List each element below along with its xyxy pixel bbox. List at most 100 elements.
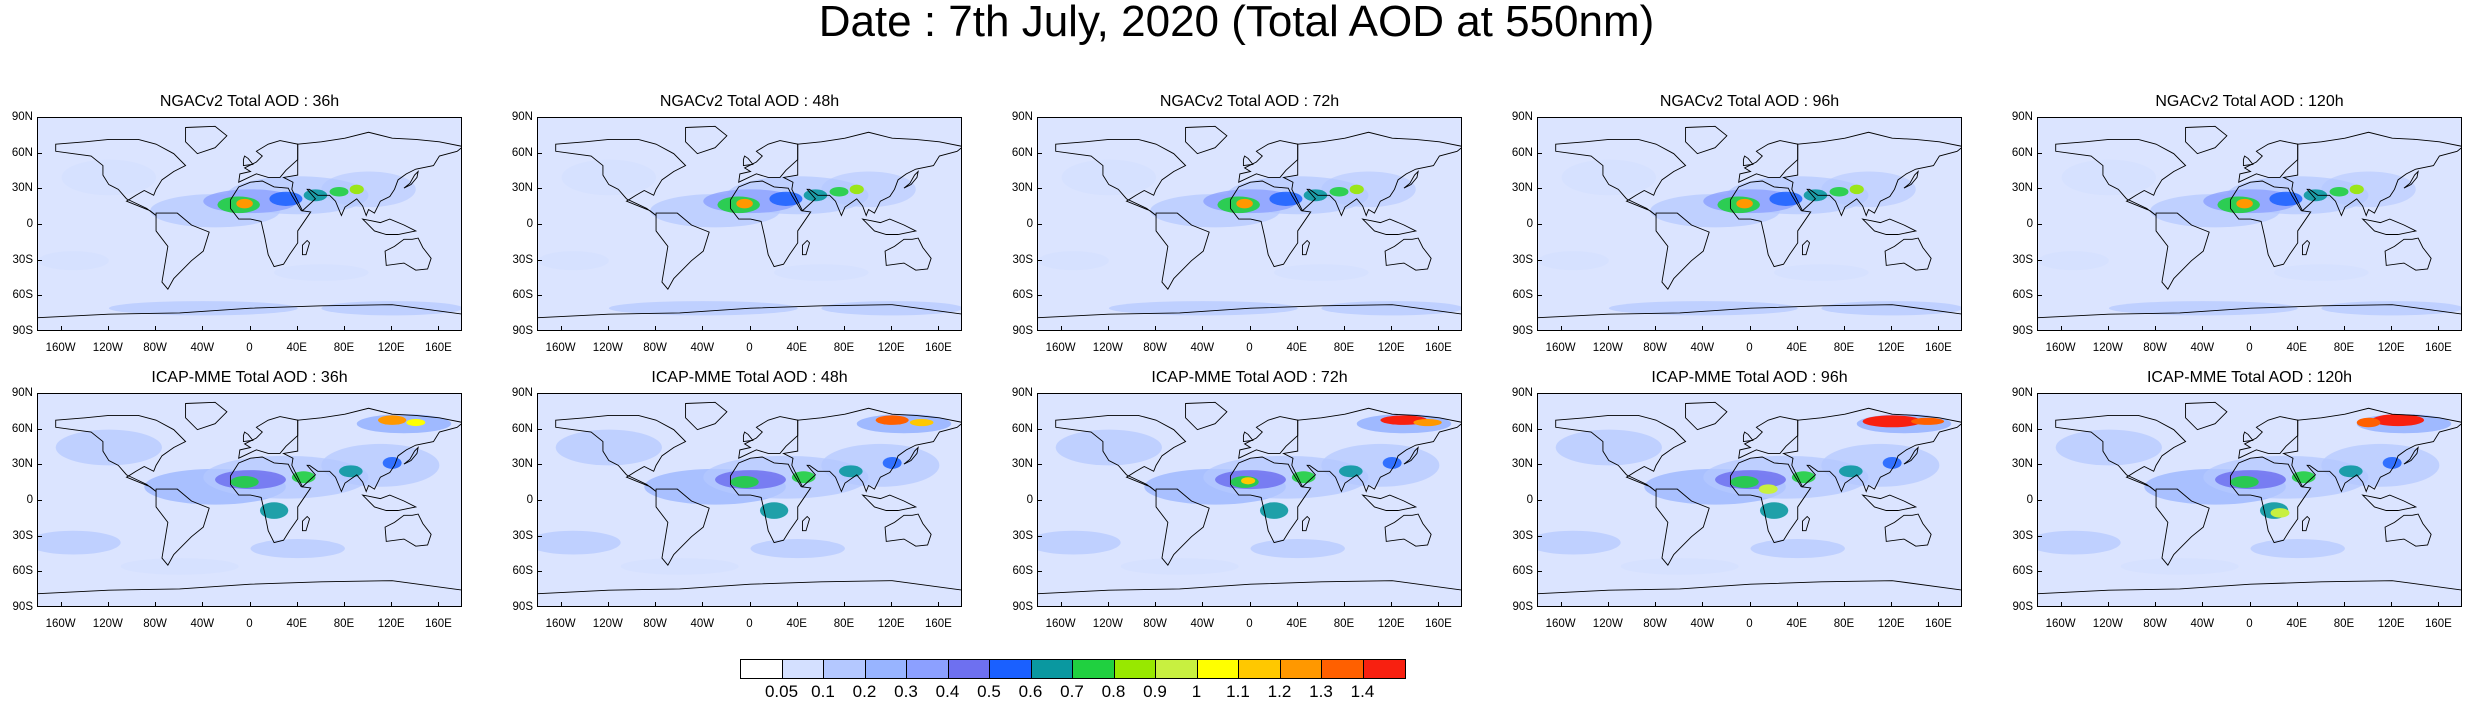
lon-tick	[1607, 602, 1609, 607]
lon-tick	[749, 326, 751, 331]
lat-tick	[537, 393, 542, 394]
colorbar-label: 0.7	[1060, 682, 1084, 701]
panel-title: NGACv2 Total AOD : 36h	[159, 93, 340, 110]
lon-label: 120E	[1877, 342, 1905, 354]
map-canvas	[38, 118, 461, 330]
panel-title: NGACv2 Total AOD : 72h	[1159, 93, 1340, 110]
aod-blob	[821, 443, 940, 487]
aod-blob	[1236, 198, 1253, 209]
lat-label: 0	[2026, 494, 2033, 506]
japan-outline	[1903, 170, 1919, 189]
lon-tick	[2155, 326, 2157, 331]
colorbar-label: 0.2	[852, 682, 877, 701]
aod-blob	[1821, 301, 1961, 316]
lon-label: 40E	[2286, 342, 2307, 354]
south-america-outline	[1655, 212, 1710, 290]
aod-blob	[2339, 465, 2363, 478]
asia-outline	[2282, 131, 2461, 217]
europe-outline	[1738, 140, 1799, 183]
lat-label: 90S	[1512, 601, 1533, 613]
lon-label: 80E	[333, 342, 355, 354]
lat-label: 90S	[512, 325, 533, 337]
lon-label: 160W	[545, 342, 576, 354]
uk-outline	[2242, 155, 2254, 167]
lon-label: 40W	[690, 618, 715, 630]
aod-blob	[1769, 191, 1803, 206]
aod-map	[37, 393, 462, 607]
australia-outline	[384, 513, 432, 547]
aod-blob	[821, 171, 916, 208]
antarctica-edge-outline	[2038, 304, 2461, 319]
lat-label: 90N	[11, 111, 33, 123]
map-canvas	[538, 394, 961, 606]
aod-blob	[230, 476, 259, 488]
aod-blob	[38, 251, 109, 271]
lat-tick	[1037, 152, 1042, 154]
aod-blob	[356, 414, 452, 434]
lat-label: 0	[1026, 494, 1033, 506]
lon-label: 160W	[545, 618, 576, 630]
lat-label: 30S	[2012, 529, 2033, 542]
australia-outline	[2384, 237, 2432, 271]
north-america-outline	[555, 414, 687, 492]
colorbar	[740, 659, 1406, 679]
south-america-outline	[1155, 212, 1210, 290]
antarctica-edge-outline	[538, 304, 961, 319]
aod-blob	[2250, 539, 2345, 559]
lon-tick	[1202, 326, 1204, 331]
colorbar-swatch	[1322, 660, 1364, 678]
lat-label: 30N	[2011, 182, 2033, 195]
aod-blob	[821, 301, 961, 316]
aod-blob	[1759, 502, 1789, 519]
antarctica-edge-outline	[1538, 580, 1961, 595]
lat-label: 0	[2026, 218, 2033, 230]
lon-label: 160E	[1424, 618, 1452, 630]
lat-label: 60S	[12, 565, 33, 578]
aod-blob	[349, 184, 364, 195]
lon-tick	[1655, 326, 1657, 331]
panel-title: NGACv2 Total AOD : 48h	[659, 93, 840, 110]
aod-blob	[269, 191, 303, 206]
lon-tick	[296, 602, 298, 607]
aod-blob	[1821, 171, 1916, 208]
aod-blob	[378, 415, 407, 425]
europe-outline	[1238, 416, 1299, 459]
indonesia-outline	[1361, 494, 1418, 511]
lon-tick	[1607, 326, 1609, 331]
lon-tick	[2107, 326, 2109, 331]
aod-blob	[561, 159, 657, 196]
lon-label: 0	[246, 342, 253, 354]
europe-outline	[1738, 416, 1799, 459]
aod-blob	[108, 301, 298, 316]
lat-tick	[1037, 393, 1042, 394]
japan-outline	[2403, 446, 2419, 465]
uk-outline	[2242, 431, 2254, 443]
colorbar-swatch	[782, 660, 824, 678]
madagascar-outline	[1301, 515, 1311, 532]
lat-label: 60S	[2012, 289, 2033, 302]
asia-outline	[782, 131, 961, 217]
madagascar-outline	[2301, 239, 2311, 256]
panel-title: ICAP-MME Total AOD : 36h	[151, 369, 348, 386]
lon-tick	[60, 602, 62, 607]
lon-tick	[1296, 326, 1298, 331]
lat-tick	[537, 464, 542, 466]
lon-tick	[1702, 602, 1704, 607]
aod-blob	[2382, 457, 2402, 469]
lat-label: 90S	[2012, 601, 2033, 613]
lat-tick	[37, 188, 42, 190]
aod-blob	[1321, 443, 1440, 487]
lon-label: 40W	[1190, 618, 1215, 630]
lon-label: 40W	[2190, 342, 2215, 354]
aod-blob	[555, 429, 662, 466]
lat-tick	[537, 295, 542, 297]
lat-label: 60N	[1011, 146, 1033, 159]
lat-tick	[37, 393, 42, 394]
lat-tick	[2037, 464, 2042, 466]
lon-tick	[2060, 602, 2062, 607]
map-canvas	[2038, 118, 2461, 330]
lat-label: 30S	[12, 253, 33, 266]
colorbar-label: 0.1	[811, 682, 835, 701]
map-panel: ICAP-MME Total AOD : 120h 90N 60N 30N 0 30S 60…	[2012, 369, 2462, 630]
australia-outline	[1884, 237, 1932, 271]
